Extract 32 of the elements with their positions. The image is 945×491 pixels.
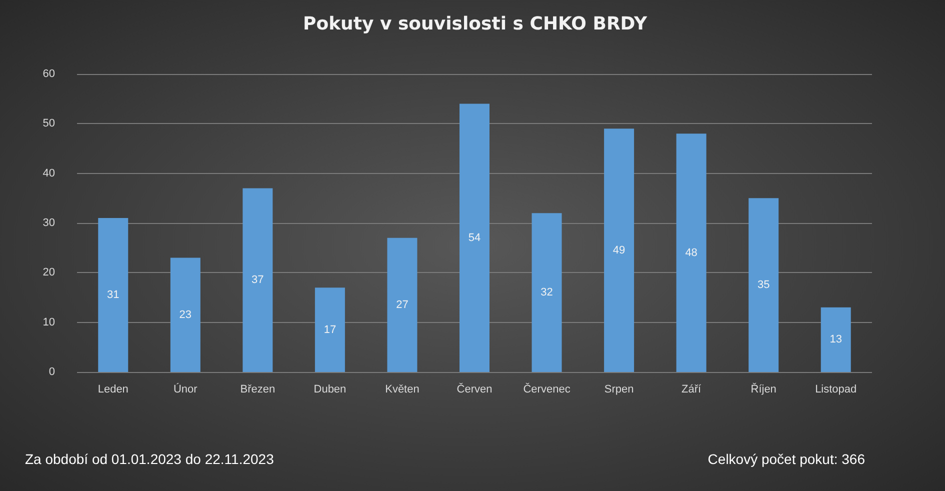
chart-title: Pokuty v souvislosti s CHKO BRDY bbox=[303, 14, 648, 34]
y-tick-label: 20 bbox=[42, 266, 55, 279]
x-tick-label: Listopad bbox=[815, 384, 857, 396]
data-label: 49 bbox=[612, 244, 626, 256]
y-tick-label: 0 bbox=[48, 366, 55, 378]
x-tick-label: Srpen bbox=[604, 384, 634, 396]
data-label: 32 bbox=[540, 286, 553, 299]
data-label: 48 bbox=[685, 246, 698, 259]
data-label: 17 bbox=[324, 324, 336, 336]
data-label: 13 bbox=[830, 334, 842, 346]
x-tick-label: Duben bbox=[314, 384, 346, 396]
y-tick-label: 30 bbox=[42, 217, 55, 229]
text: Za období od 01.01.2023 do 22.11.2023 bbox=[25, 451, 274, 467]
data-label: 23 bbox=[179, 308, 192, 321]
x-tick-label: Září bbox=[682, 384, 702, 396]
y-tick-label: 50 bbox=[42, 118, 55, 130]
y-tick-label: 10 bbox=[42, 316, 55, 328]
x-tick-label: Leden bbox=[98, 384, 128, 396]
data-label: 27 bbox=[396, 298, 408, 311]
x-tick-label: Únor bbox=[173, 382, 198, 396]
y-tick-label: 60 bbox=[42, 68, 55, 80]
data-label: 54 bbox=[468, 232, 481, 244]
x-tick-label: Březen bbox=[240, 384, 276, 396]
x-tick-label: Květen bbox=[385, 384, 420, 396]
data-label: 31 bbox=[107, 289, 120, 302]
x-tick-label: Říjen bbox=[750, 382, 776, 396]
text: Celkový počet pokut: 366 bbox=[708, 451, 866, 467]
x-tick-label: Červenec bbox=[523, 382, 571, 396]
x-tick-label: Červen bbox=[456, 382, 492, 396]
y-tick-label: 40 bbox=[42, 167, 55, 180]
data-label: 37 bbox=[252, 274, 264, 286]
data-label: 35 bbox=[757, 279, 770, 292]
